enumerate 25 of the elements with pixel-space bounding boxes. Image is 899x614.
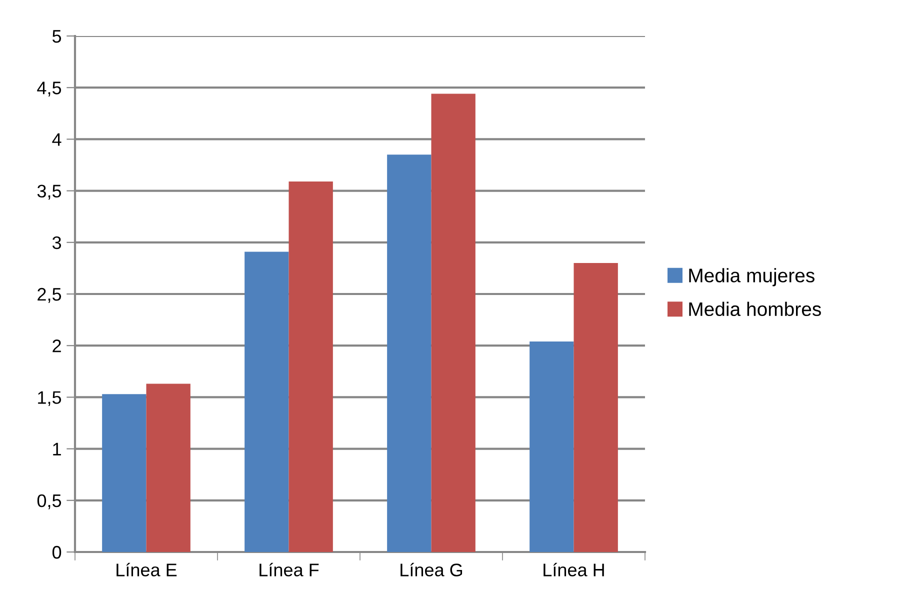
x-tick-label: Línea E	[116, 562, 177, 576]
bar	[244, 252, 289, 552]
y-tick-label: 1,5	[38, 391, 62, 406]
y-tick-label: 1	[53, 442, 61, 456]
y-tick-label: 0	[52, 546, 62, 559]
bar	[102, 394, 146, 552]
y-tick-label: 3	[52, 236, 62, 250]
bar	[574, 263, 618, 552]
y-tick-label: 0,5	[37, 494, 62, 510]
bar	[431, 94, 476, 552]
legend-label: Media mujeres	[689, 268, 814, 286]
y-tick-label: 2,5	[38, 288, 62, 303]
bar	[387, 154, 432, 552]
x-tick-label: Línea F	[260, 562, 319, 576]
bar	[146, 384, 190, 552]
bar	[530, 341, 574, 552]
x-tick-label: Línea H	[544, 562, 604, 576]
legend-label: Media hombres	[689, 302, 821, 316]
y-tick-label: 4	[52, 133, 62, 146]
x-tick-label: Línea G	[400, 562, 462, 576]
bar	[288, 182, 333, 552]
y-tick-label: 4,5	[37, 82, 62, 96]
y-tick-label: 2	[52, 340, 61, 352]
y-tick-label: 3,5	[37, 184, 62, 200]
y-tick-label: 5	[52, 30, 62, 43]
